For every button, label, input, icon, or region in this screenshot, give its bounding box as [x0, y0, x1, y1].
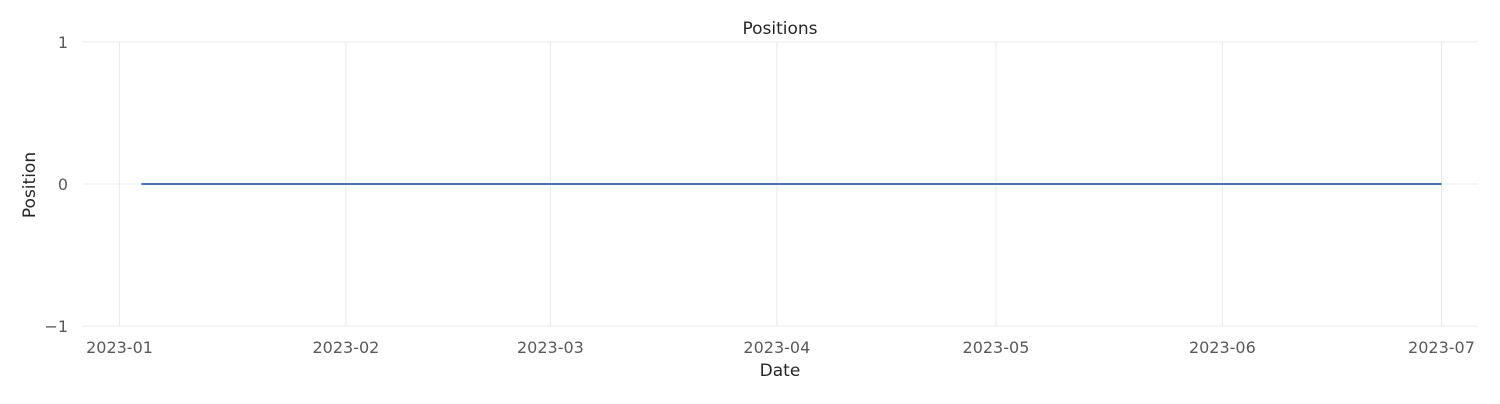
x-tick-label: 2023-04 [743, 338, 810, 357]
y-tick-label: −1 [44, 317, 68, 336]
x-tick-label: 2023-05 [963, 338, 1030, 357]
x-tick-label: 2023-06 [1189, 338, 1256, 357]
y-tick-label: 0 [58, 175, 68, 194]
x-tick-label: 2023-01 [86, 338, 153, 357]
y-tick-label: 1 [58, 33, 68, 52]
x-tick-labels: 2023-01 2023-02 2023-03 2023-04 2023-05 2023-… [86, 338, 1475, 357]
y-tick-labels: −1 0 1 [44, 33, 68, 336]
x-tick-label: 2023-02 [313, 338, 380, 357]
x-axis-label: Date [760, 361, 801, 381]
x-tick-label: 2023-07 [1408, 338, 1475, 357]
chart-title: Positions [742, 19, 817, 39]
y-axis-label: Position [20, 152, 40, 218]
x-tick-label: 2023-03 [517, 338, 584, 357]
